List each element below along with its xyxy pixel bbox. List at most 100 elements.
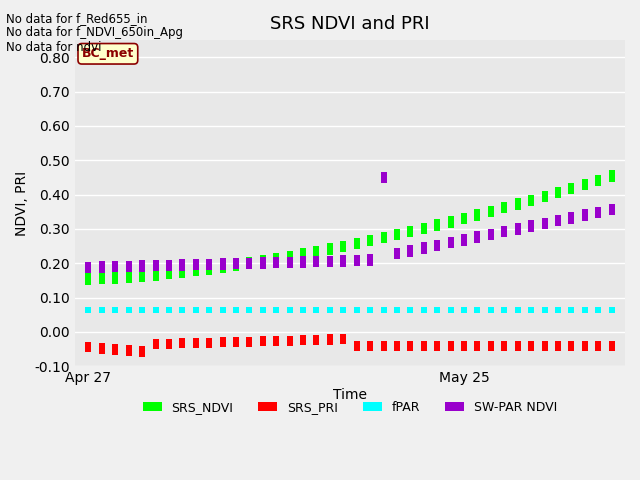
Point	[365, 237, 375, 244]
Point	[472, 211, 483, 219]
Point	[445, 340, 456, 348]
Point	[83, 342, 93, 349]
Point	[191, 267, 201, 275]
Point	[218, 263, 228, 271]
Point	[486, 345, 496, 352]
Point	[540, 190, 550, 198]
Point	[419, 345, 429, 352]
Point	[378, 237, 388, 244]
Point	[580, 209, 590, 216]
Point	[540, 195, 550, 203]
Point	[351, 340, 362, 348]
Point	[110, 306, 120, 313]
Point	[231, 262, 241, 269]
Point	[164, 342, 174, 349]
Point	[231, 263, 241, 270]
Point	[432, 239, 442, 247]
Point	[607, 175, 617, 183]
Point	[177, 264, 188, 272]
Point	[486, 340, 496, 348]
Point	[191, 341, 201, 349]
Point	[177, 306, 188, 313]
Point	[419, 222, 429, 229]
Point	[271, 255, 282, 263]
Point	[204, 341, 214, 348]
Point	[365, 253, 375, 261]
Point	[540, 306, 550, 313]
Point	[566, 345, 577, 352]
Point	[324, 260, 335, 268]
Point	[137, 265, 147, 273]
Point	[566, 185, 577, 192]
Point	[150, 268, 161, 276]
Point	[499, 225, 509, 233]
Point	[540, 340, 550, 348]
Point	[432, 224, 442, 232]
Point	[218, 336, 228, 344]
Point	[150, 338, 161, 346]
Point	[526, 306, 536, 313]
Point	[338, 254, 348, 262]
Point	[351, 260, 362, 267]
Point	[566, 306, 577, 313]
Point	[580, 340, 590, 348]
Point	[593, 180, 604, 187]
Point	[124, 306, 134, 313]
Title: SRS NDVI and PRI: SRS NDVI and PRI	[270, 15, 430, 33]
Point	[110, 271, 120, 279]
Point	[312, 261, 322, 268]
Point	[593, 206, 604, 214]
Point	[324, 255, 335, 263]
Point	[324, 306, 335, 313]
Point	[298, 255, 308, 263]
Point	[218, 257, 228, 265]
Point	[338, 260, 348, 267]
Point	[177, 268, 188, 276]
Point	[324, 245, 335, 253]
Point	[312, 248, 322, 255]
Point	[566, 211, 577, 219]
Point	[124, 260, 134, 267]
Point	[472, 230, 483, 238]
Point	[83, 266, 93, 274]
Point	[419, 241, 429, 249]
Point	[97, 272, 107, 279]
Point	[177, 258, 188, 266]
Point	[419, 247, 429, 255]
Point	[258, 306, 268, 313]
Point	[285, 250, 295, 258]
Point	[593, 174, 604, 181]
Point	[419, 228, 429, 235]
Point	[459, 239, 469, 247]
Point	[499, 230, 509, 238]
Point	[338, 306, 348, 313]
Point	[298, 261, 308, 268]
Point	[432, 218, 442, 226]
Point	[338, 245, 348, 253]
Point	[566, 217, 577, 225]
Point	[526, 220, 536, 228]
Point	[191, 270, 201, 277]
Point	[258, 336, 268, 343]
Point	[298, 306, 308, 313]
Point	[459, 306, 469, 313]
Point	[445, 241, 456, 249]
Point	[486, 228, 496, 236]
Point	[338, 337, 348, 345]
Point	[378, 231, 388, 239]
Point	[593, 340, 604, 348]
Point	[231, 336, 241, 344]
Point	[137, 350, 147, 358]
Point	[244, 257, 255, 264]
Point	[553, 345, 563, 352]
Point	[432, 244, 442, 252]
Point	[392, 340, 402, 348]
Point	[258, 257, 268, 265]
Point	[607, 306, 617, 313]
Point	[486, 207, 496, 215]
Point	[405, 225, 415, 233]
Point	[405, 345, 415, 352]
Point	[526, 194, 536, 202]
Point	[191, 264, 201, 272]
Point	[137, 306, 147, 313]
